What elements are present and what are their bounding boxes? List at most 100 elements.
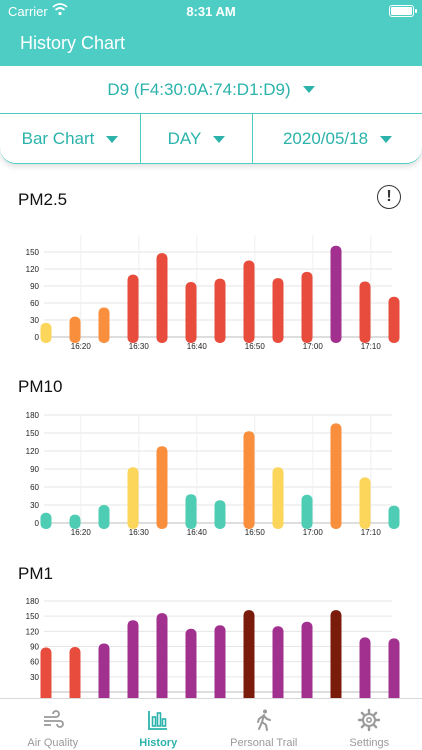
device-selector-label: D9 (F4:30:0A:74:D1:D9) — [107, 79, 291, 99]
pm25-bar-1629[interactable] — [127, 274, 139, 343]
pm25-bar-1659[interactable] — [301, 271, 313, 343]
pm10-x-tick-label: 17:10 — [361, 528, 382, 537]
pm10-bar-chart: 0 30 60 90 120 150 180 16:20 16:30 16:40 16:50 17:0… — [26, 411, 400, 537]
pm10-bar-1634[interactable] — [156, 446, 168, 529]
pm25-bar-1649[interactable] — [243, 260, 255, 344]
battery-icon — [389, 5, 417, 17]
pm25-bar-1634[interactable] — [156, 253, 168, 343]
period-dropdown[interactable]: DAY — [141, 114, 253, 164]
pm10-bar-1644[interactable] — [214, 500, 226, 529]
pm10-x-tick-label: 16:30 — [129, 528, 150, 537]
pm10-bar-1629[interactable] — [127, 467, 139, 529]
pm1-y-tick-label: 90 — [30, 643, 39, 652]
tab-history[interactable]: History — [106, 699, 212, 750]
chevron-down-icon — [106, 135, 119, 143]
pm25-y-tick-label: 0 — [35, 333, 40, 342]
pm25-x-tick-label: 17:00 — [303, 342, 324, 351]
pm25-bar-1624[interactable] — [98, 307, 110, 343]
pm1-bar-1619[interactable] — [69, 647, 81, 698]
tab-air-quality[interactable]: Air Quality — [0, 699, 106, 750]
pm1-bar-1629[interactable] — [127, 620, 139, 698]
pm10-bar-1654[interactable] — [272, 467, 284, 529]
carrier-label: Carrier — [8, 4, 48, 19]
clock-label: 8:31 AM — [186, 4, 236, 19]
pm1-bar-1654[interactable] — [272, 626, 284, 698]
pm1-y-tick-label: 60 — [30, 658, 39, 667]
pm10-bar-1714[interactable] — [388, 505, 400, 529]
gear-icon — [358, 708, 381, 732]
info-icon[interactable]: ! — [377, 185, 401, 209]
pm25-bar-1709[interactable] — [359, 281, 371, 343]
pm10-y-tick-label: 150 — [26, 429, 40, 438]
pm10-bar-1614[interactable] — [40, 512, 52, 529]
pm10-bar-1709[interactable] — [359, 477, 371, 529]
pm1-bar-1624[interactable] — [98, 643, 110, 698]
pm1-bar-1644[interactable] — [214, 625, 226, 698]
pm25-y-tick-label: 60 — [30, 299, 39, 308]
wind-icon — [43, 710, 64, 728]
pm10-bar-1704[interactable] — [330, 423, 342, 529]
pm25-bar-1614[interactable] — [40, 322, 52, 343]
pm10-x-tick-label: 16:40 — [187, 528, 208, 537]
pm10-y-tick-label: 90 — [30, 465, 39, 474]
pm10-bar-1649[interactable] — [243, 431, 255, 529]
pm25-bar-1644[interactable] — [214, 278, 226, 343]
tab-label: History — [139, 737, 178, 749]
pm10-x-tick-label: 16:50 — [245, 528, 266, 537]
pm10-y-tick-label: 0 — [35, 519, 40, 528]
pm10-bar-1619[interactable] — [69, 514, 81, 529]
pm1-y-tick-label: 120 — [26, 627, 40, 636]
pm25-y-tick-label: 120 — [26, 265, 40, 274]
pm25-bar-1639[interactable] — [185, 282, 197, 343]
pm1-bar-1639[interactable] — [185, 628, 197, 698]
date-label: 2020/05/18 — [282, 129, 369, 148]
pm10-y-tick-label: 180 — [26, 411, 40, 420]
page-title: History Chart — [20, 33, 126, 53]
pm1-bar-1634[interactable] — [156, 613, 168, 698]
pm1-y-tick-label: 150 — [26, 612, 40, 621]
pm1-bar-1649[interactable] — [243, 610, 255, 698]
pm1-bar-1714[interactable] — [388, 638, 400, 698]
chart-type-dropdown[interactable]: Bar Chart — [0, 114, 141, 164]
filter-bar: Bar Chart DAY 2020/05/18 — [0, 114, 422, 164]
pm1-bar-1614[interactable] — [40, 647, 52, 698]
pm10-x-tick-label: 17:00 — [303, 528, 324, 537]
pm25-bar-1714[interactable] — [388, 296, 400, 343]
pm10-x-tick-label: 16:20 — [71, 528, 92, 537]
pm1-bar-chart: 30 60 90 120 150 180 — [26, 597, 400, 698]
navigation-header: Carrier 8:31 AM History Chart — [0, 0, 422, 66]
pm25-x-tick-label: 16:20 — [71, 342, 92, 351]
tab-label: Personal Trail — [230, 737, 298, 749]
pm25-bar-1654[interactable] — [272, 278, 284, 343]
pm25-x-tick-label: 17:10 — [361, 342, 382, 351]
pm10-bar-1639[interactable] — [185, 494, 197, 529]
pm25-x-tick-label: 16:50 — [245, 342, 266, 351]
pm25-x-tick-label: 16:40 — [187, 342, 208, 351]
pm25-bar-1704[interactable] — [330, 245, 342, 343]
period-label: DAY — [167, 129, 202, 148]
walking-person-icon — [256, 709, 271, 731]
pm25-bar-chart: 0 30 60 90 120 150 16:20 16:30 16:40 16:50 17:00 17… — [26, 235, 400, 351]
status-bar: Carrier 8:31 AM — [0, 0, 422, 22]
pm1-bar-1704[interactable] — [330, 610, 342, 698]
pm1-bar-1659[interactable] — [301, 621, 313, 698]
pm25-y-tick-label: 90 — [30, 282, 39, 291]
pm10-y-tick-label: 120 — [26, 447, 40, 456]
wifi-icon — [52, 3, 68, 16]
tab-settings[interactable]: Settings — [317, 699, 422, 750]
tab-bar: Air Quality History Personal Trail — [0, 698, 422, 750]
chart-type-label: Bar Chart — [21, 129, 95, 148]
pm10-bar-1659[interactable] — [301, 494, 313, 529]
pm25-bar-1619[interactable] — [69, 316, 81, 343]
chevron-down-icon — [213, 135, 226, 143]
pm10-y-tick-label: 30 — [30, 501, 39, 510]
pm1-bar-1709[interactable] — [359, 637, 371, 698]
pm10-bar-1624[interactable] — [98, 505, 110, 529]
bar-chart-icon — [148, 711, 168, 730]
pm1-chart-title: PM1 — [18, 564, 53, 583]
pm1-y-tick-label: 180 — [26, 597, 40, 606]
device-selector[interactable]: D9 (F4:30:0A:74:D1:D9) — [0, 66, 422, 114]
date-dropdown[interactable]: 2020/05/18 — [253, 114, 422, 164]
tab-personal-trail[interactable]: Personal Trail — [211, 699, 317, 750]
